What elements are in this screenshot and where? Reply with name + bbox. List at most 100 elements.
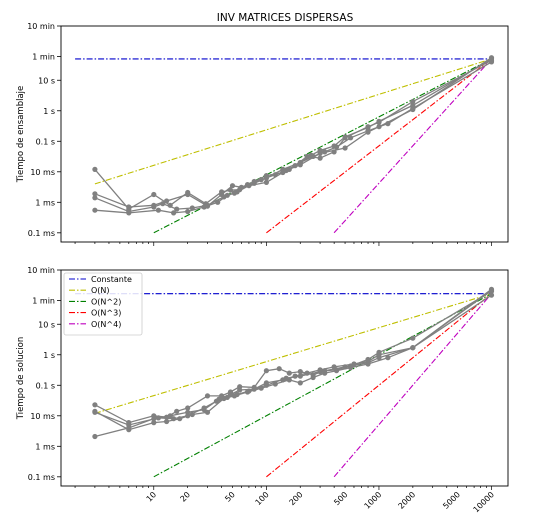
data-point — [365, 360, 371, 366]
data-point — [174, 206, 180, 212]
data-point — [283, 167, 289, 174]
data-point — [246, 183, 252, 189]
data-point — [204, 393, 211, 399]
reference-line — [153, 293, 492, 478]
y-tick-label: 1 min — [32, 53, 55, 62]
data-point — [126, 210, 132, 216]
data-point — [204, 409, 211, 415]
data-point — [92, 402, 98, 408]
data-point — [155, 207, 161, 213]
series-line — [94, 58, 492, 210]
legend-label: O(N) — [91, 286, 110, 295]
data-point — [488, 292, 495, 298]
data-point — [348, 135, 354, 141]
data-point — [185, 405, 191, 411]
data-point — [224, 192, 230, 198]
data-point — [488, 286, 495, 292]
data-point — [410, 345, 416, 351]
data-point — [213, 398, 219, 404]
y-tick-label: 0.1 ms — [28, 229, 55, 238]
data-point — [283, 375, 289, 381]
data-point — [322, 370, 328, 376]
data-point — [201, 405, 207, 411]
data-point — [185, 413, 191, 419]
data-point — [410, 99, 416, 105]
y-tick-label: 10 s — [38, 320, 55, 329]
legend-box — [63, 272, 143, 336]
series-line — [94, 290, 492, 424]
y-tick-label: 0.1 ms — [28, 473, 55, 482]
assembly-time-chart: INV MATRICES DISPERSAS Tiempo de ensambl… — [16, 12, 509, 246]
data-point — [234, 391, 240, 398]
y-tick-label: 10 ms — [30, 412, 55, 421]
data-point — [297, 162, 303, 168]
data-point — [185, 191, 191, 198]
x-tick-label: 100 — [254, 490, 271, 507]
data-point — [263, 368, 269, 374]
legend-label: O(N^4) — [91, 320, 121, 329]
data-point — [185, 208, 191, 215]
data-point — [160, 201, 166, 207]
data-point — [333, 144, 340, 150]
data-point — [376, 119, 382, 125]
reference-line — [333, 293, 492, 478]
data-point — [317, 369, 323, 375]
y-tick-label: 1 min — [32, 297, 55, 306]
data-point — [151, 191, 157, 198]
data-point — [164, 418, 170, 425]
y-tick-label: 1 s — [43, 107, 55, 116]
data-point — [317, 150, 323, 156]
data-point — [151, 420, 157, 426]
data-point — [92, 191, 98, 197]
data-point — [376, 124, 382, 130]
data-point — [215, 199, 221, 205]
reference-line — [266, 293, 492, 478]
y-axis-label: Tiempo de ensamblaje — [16, 86, 26, 184]
series-line — [94, 57, 492, 214]
reference-line — [94, 293, 492, 414]
x-tick-label: 500 — [332, 490, 349, 507]
y-tick-label: 1 ms — [35, 198, 55, 207]
data-point — [263, 179, 269, 185]
data-point — [237, 387, 243, 393]
series-line — [94, 59, 492, 208]
data-point — [126, 204, 132, 210]
legend-label: O(N^2) — [91, 297, 121, 306]
data-point — [92, 433, 98, 440]
data-point — [286, 370, 292, 376]
data-point — [297, 373, 303, 379]
data-point — [276, 366, 282, 372]
data-point — [342, 135, 348, 141]
plot-frame — [60, 25, 509, 243]
plot-frame — [60, 269, 509, 487]
data-point — [151, 204, 157, 210]
data-point — [171, 416, 177, 422]
reference-line — [266, 58, 492, 234]
chart-title: INV MATRICES DISPERSAS — [217, 12, 354, 24]
legend: Constante O(N) O(N^2) O(N^3) O(N^4) — [63, 272, 143, 336]
data-point — [263, 382, 269, 388]
x-tick-label: 10000 — [472, 490, 496, 514]
data-point — [376, 355, 382, 361]
y-tick-label: 0.1 s — [36, 381, 55, 390]
data-point — [126, 422, 132, 428]
data-point — [304, 153, 310, 159]
data-point — [310, 374, 316, 381]
reference-line — [333, 58, 492, 234]
data-point — [258, 177, 264, 183]
data-point — [342, 145, 348, 151]
data-point — [488, 55, 495, 61]
data-point — [229, 183, 236, 189]
data-point — [246, 388, 252, 394]
data-point — [92, 166, 98, 172]
y-tick-label: 0.1 s — [36, 137, 55, 146]
data-point — [126, 427, 132, 433]
data-point — [174, 408, 180, 414]
x-tick-label: 2000 — [397, 490, 418, 511]
data-point — [164, 198, 170, 204]
data-point — [365, 129, 371, 135]
data-point — [201, 204, 207, 210]
data-point — [155, 415, 161, 421]
y-axis-label: Tiempo de solucion — [16, 337, 26, 420]
